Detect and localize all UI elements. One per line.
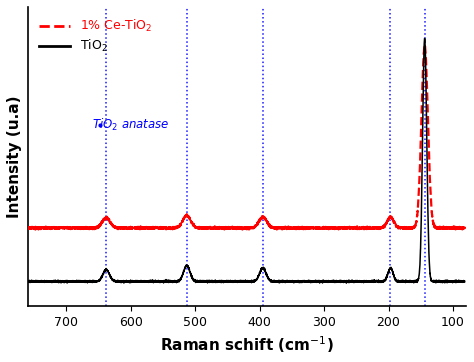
1% Ce-TiO$_2$ [191, 224, 197, 228]
1% Ce-TiO$_2$ [104, 216, 110, 220]
TiO$_2$ [422, 36, 428, 41]
TiO$_2$ [351, 279, 356, 284]
X-axis label: Raman schift (cm$^{-1}$): Raman schift (cm$^{-1}$) [160, 334, 334, 355]
Legend: 1% Ce-TiO$_2$, TiO$_2$: 1% Ce-TiO$_2$, TiO$_2$ [34, 13, 157, 59]
1% Ce-TiO$_2$ [462, 227, 467, 231]
TiO$_2$ [287, 280, 292, 284]
Y-axis label: Intensity (u.a): Intensity (u.a) [7, 95, 22, 218]
1% Ce-TiO$_2$ [287, 226, 292, 230]
TiO$_2$ [191, 279, 197, 283]
TiO$_2$ [344, 281, 349, 285]
TiO$_2$ [384, 273, 390, 278]
1% Ce-TiO$_2$ [384, 219, 390, 224]
Line: TiO$_2$: TiO$_2$ [27, 38, 465, 283]
Line: 1% Ce-TiO$_2$: 1% Ce-TiO$_2$ [27, 45, 465, 230]
1% Ce-TiO$_2$ [422, 43, 428, 47]
1% Ce-TiO$_2$ [25, 226, 30, 230]
TiO$_2$ [462, 279, 467, 284]
TiO$_2$ [104, 269, 110, 273]
TiO$_2$ [25, 278, 30, 283]
Text: TiO$_2$ anatase: TiO$_2$ anatase [92, 117, 170, 133]
1% Ce-TiO$_2$ [239, 227, 245, 232]
1% Ce-TiO$_2$ [309, 226, 315, 230]
TiO$_2$ [309, 279, 315, 284]
1% Ce-TiO$_2$ [351, 226, 356, 231]
